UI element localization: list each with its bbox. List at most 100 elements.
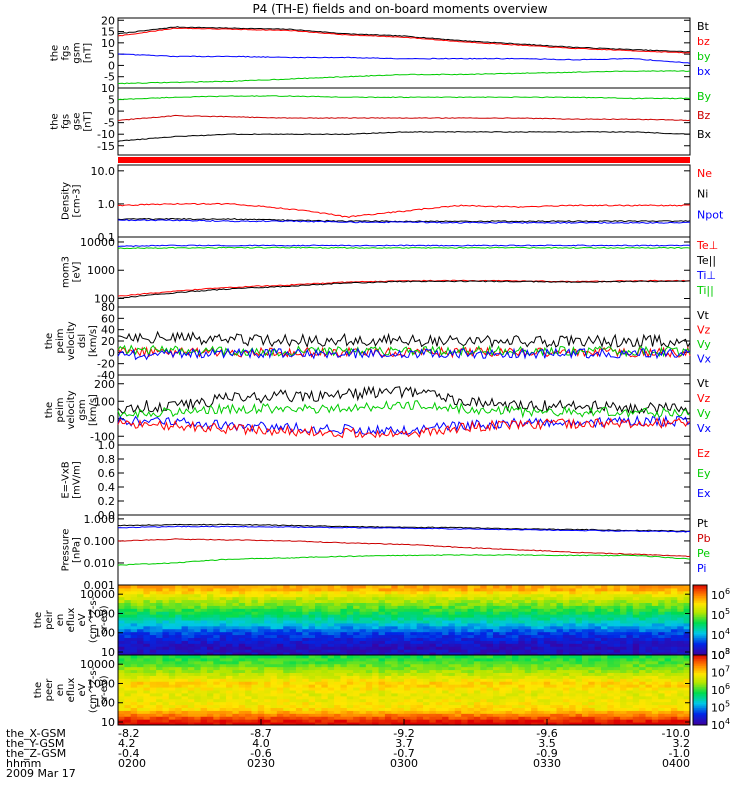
heat-cell bbox=[632, 637, 640, 641]
heat-cell bbox=[658, 719, 666, 723]
heat-cell bbox=[632, 631, 640, 636]
ephemeris-label: hhmm bbox=[6, 757, 41, 770]
heat-cell bbox=[620, 611, 627, 615]
heat-cell bbox=[651, 652, 659, 656]
heat-cell bbox=[283, 631, 291, 636]
series-line-bz bbox=[117, 27, 690, 54]
heat-cell bbox=[200, 710, 208, 714]
heat-cell bbox=[327, 672, 335, 676]
heat-cell bbox=[556, 713, 564, 717]
heat-cell bbox=[143, 602, 151, 606]
y-tick-label: 80 bbox=[101, 301, 115, 314]
heat-cell bbox=[492, 692, 500, 697]
heat-cell bbox=[677, 611, 685, 615]
heat-cell bbox=[543, 666, 551, 671]
heat-cell bbox=[187, 701, 195, 706]
heat-cell bbox=[118, 722, 125, 726]
heat-cell bbox=[219, 596, 227, 601]
heat-cell bbox=[448, 660, 456, 665]
heat-cell bbox=[531, 669, 538, 673]
heat-cell bbox=[658, 669, 666, 673]
heat-cell bbox=[601, 719, 608, 723]
heat-cell bbox=[664, 599, 672, 603]
heat-cell bbox=[308, 652, 316, 656]
x-tick-label: 3.2 bbox=[673, 737, 691, 750]
heat-cell bbox=[232, 716, 240, 720]
heat-cell bbox=[219, 585, 227, 589]
heat-cell bbox=[556, 681, 564, 685]
heat-cell bbox=[175, 681, 183, 685]
series-line-bx bbox=[117, 131, 691, 142]
heat-cell bbox=[156, 614, 163, 618]
heat-cell bbox=[569, 614, 577, 618]
heat-cell bbox=[473, 587, 481, 592]
heat-cell bbox=[378, 634, 386, 638]
heat-cell bbox=[594, 599, 602, 603]
heat-cell bbox=[391, 655, 399, 659]
heat-cell bbox=[378, 617, 386, 621]
heat-cell bbox=[384, 681, 392, 685]
heat-cell bbox=[276, 608, 284, 612]
heat-cell bbox=[524, 704, 532, 708]
heat-cell bbox=[543, 663, 551, 668]
heat-cell bbox=[359, 634, 367, 638]
legend-entry: Ne bbox=[697, 167, 712, 180]
heat-cell bbox=[181, 617, 189, 621]
heat-cell bbox=[200, 628, 208, 633]
heat-cell bbox=[175, 614, 183, 618]
heat-cell bbox=[537, 587, 545, 592]
heat-cell bbox=[429, 684, 437, 688]
heat-cell bbox=[454, 684, 462, 688]
heat-cell bbox=[416, 596, 424, 601]
heat-cell bbox=[651, 622, 659, 627]
heat-cell bbox=[410, 660, 418, 665]
heat-cell bbox=[601, 628, 608, 633]
heat-cell bbox=[168, 599, 176, 603]
heat-cell bbox=[448, 625, 456, 630]
heat-cell bbox=[518, 640, 526, 644]
heat-cell bbox=[130, 681, 138, 685]
heat-cell bbox=[562, 614, 570, 618]
heat-cell bbox=[245, 631, 252, 636]
heat-cell bbox=[429, 590, 437, 595]
heat-cell bbox=[442, 657, 449, 662]
heat-cell bbox=[397, 678, 405, 682]
heat-cell bbox=[613, 617, 621, 621]
heat-cell bbox=[321, 660, 329, 665]
heat-cell bbox=[556, 646, 564, 650]
heat-cell bbox=[353, 666, 361, 671]
separator-bar bbox=[118, 157, 690, 163]
heat-cell bbox=[257, 660, 265, 665]
heat-cell bbox=[264, 698, 272, 703]
heat-cell bbox=[480, 652, 488, 656]
ephemeris-label: the_Y-GSM bbox=[6, 737, 64, 750]
heat-cell bbox=[327, 681, 335, 685]
heat-cell bbox=[238, 722, 246, 726]
x-tick-label: 0330 bbox=[533, 757, 561, 770]
heat-cell bbox=[480, 681, 488, 685]
heat-cell bbox=[416, 655, 424, 659]
heat-cell bbox=[645, 678, 653, 682]
heat-cell bbox=[283, 634, 291, 638]
heat-cell bbox=[213, 713, 221, 717]
heat-cell bbox=[416, 649, 424, 653]
heat-cell bbox=[359, 620, 367, 624]
heat-cell bbox=[435, 646, 443, 650]
heat-cell bbox=[232, 710, 240, 714]
heat-cell bbox=[467, 649, 475, 653]
heat-cell bbox=[442, 655, 449, 659]
heat-cell bbox=[359, 640, 367, 644]
heat-cell bbox=[404, 687, 411, 691]
heat-cell bbox=[505, 687, 513, 691]
heat-cell bbox=[124, 643, 132, 647]
heat-cell bbox=[187, 722, 195, 726]
heat-cell bbox=[245, 625, 252, 630]
heat-cell bbox=[620, 628, 627, 633]
heat-cell bbox=[181, 695, 189, 700]
heat-cell bbox=[149, 637, 157, 641]
heat-cell bbox=[175, 713, 183, 717]
heat-cell bbox=[454, 692, 462, 697]
heat-cell bbox=[137, 707, 144, 711]
heat-cell bbox=[639, 681, 647, 685]
heat-cell bbox=[251, 585, 259, 589]
